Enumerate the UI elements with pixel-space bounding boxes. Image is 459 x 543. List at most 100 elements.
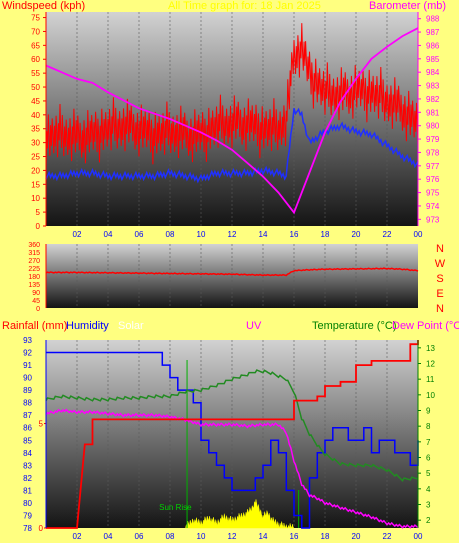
temperature-tick-label: 9 <box>426 407 431 416</box>
panel1-x-tick-label: 02 <box>73 230 82 239</box>
windspeed-tick-label: 15 <box>31 180 40 189</box>
temperature-tick-label: 8 <box>426 422 431 431</box>
windspeed-tick-label: 55 <box>31 69 40 78</box>
barometer-series-line <box>45 27 419 215</box>
panel3-x-tick-label: 06 <box>135 532 144 541</box>
rainfall-tick-label: 5 <box>39 420 44 429</box>
panel3-x-tick-label: 02 <box>73 532 82 541</box>
direction-tick-label: 225 <box>28 266 40 273</box>
panel1-x-tick-label: 16 <box>290 230 299 239</box>
direction-tick-label: 270 <box>28 258 40 265</box>
barometer-tick-label: 973 <box>426 215 440 224</box>
barometer-tick-label: 974 <box>426 202 440 211</box>
humidity-tick-label: 88 <box>23 399 32 408</box>
temperature-tick-label: 13 <box>426 344 435 353</box>
windspeed-tick-label: 75 <box>31 14 40 23</box>
average-wind-series-line <box>45 107 419 184</box>
temperature-tick-label: 11 <box>426 375 435 384</box>
barometer-tick-label: 980 <box>426 122 440 131</box>
windspeed-series-line <box>45 23 419 168</box>
barometer-axis-label: Barometer (mb) <box>369 0 447 12</box>
barometer-tick-label: 987 <box>426 28 440 37</box>
humidity-tick-label: 85 <box>23 436 32 445</box>
windspeed-tick-label: 5 <box>36 208 41 217</box>
panel1-x-tick-label: 14 <box>259 230 268 239</box>
temperature-tick-label: 3 <box>426 501 431 510</box>
panel1-x-tick-label: 00 <box>414 230 423 239</box>
dew-point-series-line <box>45 408 419 529</box>
chart-title: All Time graph for: 18 Jan 2025 <box>168 0 321 12</box>
direction-tick-label: 180 <box>28 274 40 281</box>
direction-tick-label: 135 <box>28 282 40 289</box>
temperature-tick-label: 4 <box>426 485 431 494</box>
humidity-tick-label: 83 <box>23 461 32 470</box>
panel3-x-tick-label: 16 <box>290 532 299 541</box>
temperature-series-line <box>45 369 419 482</box>
compass-label: W <box>435 258 446 270</box>
humidity-tick-label: 84 <box>23 449 32 458</box>
windspeed-tick-label: 10 <box>31 194 40 203</box>
barometer-tick-label: 977 <box>426 162 440 171</box>
windspeed-tick-label: 35 <box>31 125 40 134</box>
direction-tick-label: 45 <box>32 298 40 305</box>
panel1-x-tick-label: 04 <box>104 230 113 239</box>
humidity-axis-label: Humidity <box>66 320 109 332</box>
panel3-x-tick-label: 08 <box>166 532 175 541</box>
humidity-tick-label: 90 <box>23 374 32 383</box>
humidity-tick-label: 91 <box>23 361 32 370</box>
humidity-tick-label: 87 <box>23 411 32 420</box>
temperature-tick-label: 2 <box>426 516 431 525</box>
panel3-x-tick-label: 12 <box>228 532 237 541</box>
panel3-x-tick-label: 22 <box>383 532 392 541</box>
barometer-tick-label: 983 <box>426 82 440 91</box>
windspeed-tick-label: 0 <box>36 222 41 231</box>
panel3-x-tick-label: 18 <box>321 532 330 541</box>
windspeed-tick-label: 40 <box>31 111 40 120</box>
barometer-tick-label: 981 <box>426 108 440 117</box>
humidity-tick-label: 81 <box>23 486 32 495</box>
windspeed-tick-label: 70 <box>31 27 40 36</box>
uv-legend-label: UV <box>246 320 262 332</box>
rainfall-axis-label: Rainfall (mm) <box>2 320 68 332</box>
humidity-tick-label: 86 <box>23 424 32 433</box>
barometer-tick-label: 976 <box>426 175 440 184</box>
compass-label: N <box>436 243 444 255</box>
barometer-tick-label: 984 <box>426 68 440 77</box>
wind-direction-series-line <box>45 267 419 277</box>
barometer-tick-label: 975 <box>426 189 440 198</box>
sunrise-annotation: Sun Rise <box>159 503 192 512</box>
panel3-x-tick-label: 14 <box>259 532 268 541</box>
panel1-x-tick-label: 22 <box>383 230 392 239</box>
temperature-tick-label: 12 <box>426 360 435 369</box>
solar-legend-label: Solar <box>118 320 144 332</box>
humidity-series-line <box>46 351 419 529</box>
temperature-axis-label: Temperature (°C) <box>312 320 397 332</box>
barometer-tick-label: 986 <box>426 41 440 50</box>
humidity-tick-label: 79 <box>23 511 32 520</box>
rainfall-tick-label: 0 <box>39 524 44 533</box>
rainfall-series-line <box>46 340 419 529</box>
panel3-x-tick-label: 10 <box>197 532 206 541</box>
temperature-tick-label: 10 <box>426 391 435 400</box>
panel3-x-tick-label: 20 <box>352 532 361 541</box>
direction-tick-label: 315 <box>28 250 40 257</box>
dew-point-axis-label: Dew Point (°C) <box>392 320 459 332</box>
windspeed-tick-label: 45 <box>31 97 40 106</box>
humidity-tick-label: 78 <box>23 524 32 533</box>
panel1-x-tick-label: 20 <box>352 230 361 239</box>
humidity-tick-label: 92 <box>23 349 32 358</box>
panel1-x-tick-label: 12 <box>228 230 237 239</box>
panel3-x-tick-label: 04 <box>104 532 113 541</box>
compass-label: S <box>436 273 443 285</box>
barometer-tick-label: 988 <box>426 15 440 24</box>
panel1-x-tick-label: 18 <box>321 230 330 239</box>
direction-tick-label: 90 <box>32 290 40 297</box>
direction-tick-label: 0 <box>36 306 40 313</box>
humidity-tick-label: 93 <box>23 336 32 345</box>
temperature-tick-label: 6 <box>426 454 431 463</box>
windspeed-tick-label: 20 <box>31 166 40 175</box>
compass-label: N <box>436 303 444 315</box>
compass-label: E <box>436 288 443 300</box>
barometer-tick-label: 978 <box>426 148 440 157</box>
